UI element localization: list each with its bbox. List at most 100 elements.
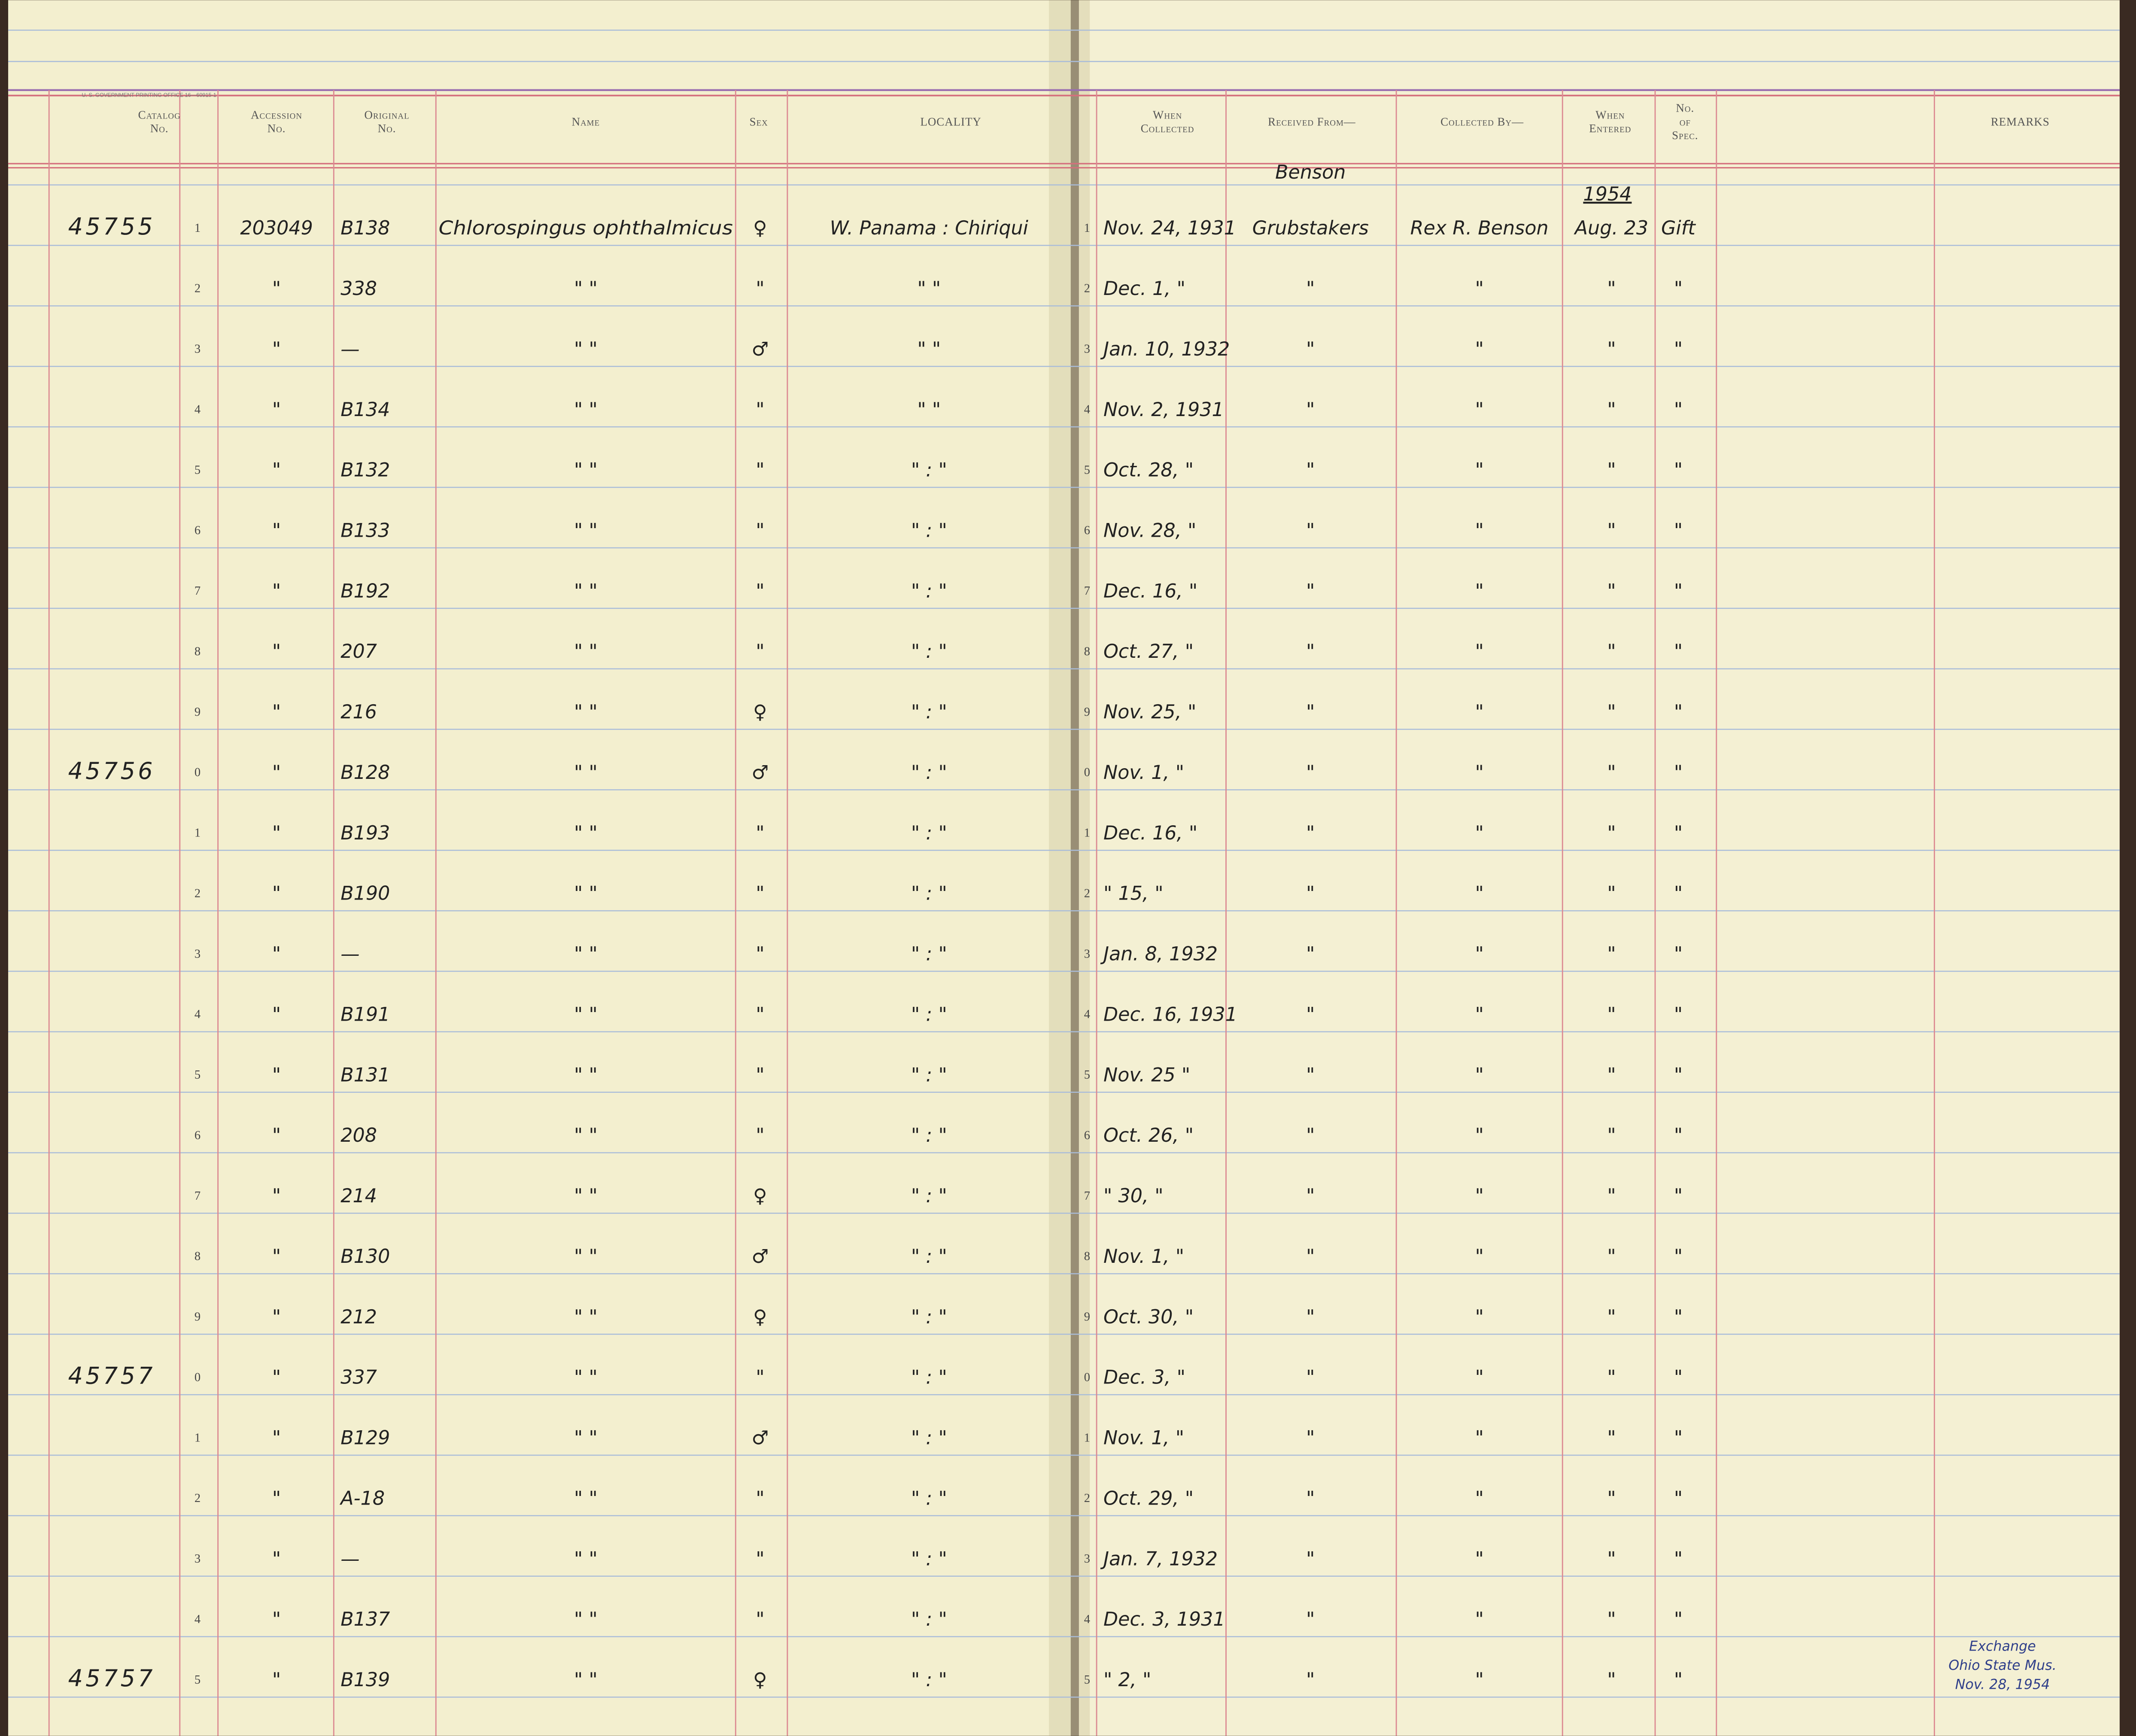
line-right: 9 (1084, 705, 1090, 719)
collected-by: " (1475, 1669, 1483, 1691)
entered: " (1607, 1608, 1616, 1630)
sex: " (756, 459, 764, 481)
gutter-shadow (1049, 0, 1090, 1736)
entered: " (1607, 1669, 1616, 1691)
received-annotation: Benson (1275, 161, 1346, 183)
locality: W. Panama : Chiriqui (830, 217, 1029, 239)
name: " " (574, 1608, 598, 1630)
collected-by: " (1475, 1367, 1483, 1389)
collected-by: " (1475, 641, 1483, 663)
collected-by: " (1475, 1185, 1483, 1207)
left-page (8, 0, 1071, 1736)
catalog: 45757 (68, 1665, 155, 1692)
collected-by: " (1475, 278, 1483, 300)
entered: " (1607, 1487, 1616, 1509)
accession: " (272, 1064, 281, 1086)
line: 0 (194, 766, 201, 779)
right-page (1079, 0, 2120, 1736)
column-header: Collected By— (1440, 115, 1524, 128)
accession: " (272, 278, 281, 300)
column-header: Collected (1141, 122, 1194, 135)
entered: " (1607, 883, 1616, 905)
collected: Nov. 1, " (1103, 762, 1184, 784)
sex: ♀ (753, 1185, 767, 1207)
collected: Oct. 28, " (1103, 459, 1194, 481)
column-header: Sex (750, 115, 768, 128)
line-right: 1 (1084, 1431, 1090, 1444)
collected-by: " (1475, 1548, 1483, 1570)
line-right: 3 (1084, 1552, 1090, 1566)
ruling (8, 29, 2120, 1736)
accession: " (272, 1669, 281, 1691)
locality: " : " (911, 1367, 947, 1389)
received: " (1306, 520, 1315, 542)
entered: " (1607, 459, 1616, 481)
original: — (340, 1548, 359, 1570)
received: " (1306, 1427, 1315, 1449)
locality: " : " (911, 762, 947, 784)
accession: " (272, 701, 281, 723)
name: " " (574, 1548, 598, 1570)
collected: Nov. 28, " (1103, 520, 1196, 542)
original: 207 (340, 641, 377, 663)
line: 1 (194, 1431, 201, 1444)
collected: Jan. 10, 1932 (1100, 338, 1230, 360)
name: " " (574, 762, 598, 784)
entered: " (1607, 1125, 1616, 1146)
line: 4 (194, 1613, 201, 1626)
received: " (1306, 338, 1315, 360)
spec: " (1674, 822, 1683, 844)
name: " " (574, 1487, 598, 1509)
received: Grubstakers (1252, 217, 1369, 239)
sex: " (756, 1125, 764, 1146)
entered: " (1607, 399, 1616, 421)
collected: Oct. 26, " (1103, 1125, 1194, 1146)
received: " (1306, 883, 1315, 905)
locality: " " (917, 399, 941, 421)
locality: " : " (911, 883, 947, 905)
line-right: 5 (1084, 1068, 1090, 1082)
sex: " (756, 1367, 764, 1389)
collected: Jan. 7, 1932 (1100, 1548, 1218, 1570)
accession: " (272, 943, 281, 965)
line: 7 (194, 1189, 201, 1203)
spec: " (1674, 1003, 1683, 1025)
line: 3 (194, 343, 201, 356)
received: " (1306, 1669, 1315, 1691)
received: " (1306, 1367, 1315, 1389)
spec: " (1674, 1246, 1683, 1268)
collected-by: " (1475, 1427, 1483, 1449)
original: B130 (340, 1246, 390, 1268)
accession: " (272, 1608, 281, 1630)
received: " (1306, 641, 1315, 663)
locality: " : " (911, 459, 947, 481)
accession: " (272, 338, 281, 360)
spec: " (1674, 1125, 1683, 1146)
locality: " : " (911, 1548, 947, 1570)
sex: " (756, 278, 764, 300)
received: " (1306, 822, 1315, 844)
collected: Dec. 1, " (1103, 278, 1185, 300)
remark: Ohio State Mus. (1948, 1658, 2057, 1673)
entered: " (1607, 1427, 1616, 1449)
column-header: LOCALITY (920, 115, 981, 128)
line: 2 (194, 887, 201, 900)
original: 212 (340, 1306, 377, 1328)
spec: " (1674, 641, 1683, 663)
accession: " (272, 1003, 281, 1025)
accession: " (272, 399, 281, 421)
original: 208 (340, 1125, 377, 1146)
locality: " " (917, 338, 941, 360)
line-right: 5 (1084, 1673, 1090, 1687)
spec: " (1674, 580, 1683, 602)
line: 5 (194, 1068, 201, 1082)
spec: " (1674, 1367, 1683, 1389)
entered: " (1607, 943, 1616, 965)
sex: " (756, 1608, 764, 1630)
locality: " : " (911, 580, 947, 602)
sex: " (756, 883, 764, 905)
original: B192 (340, 580, 390, 602)
original: B190 (340, 883, 390, 905)
collected: Dec. 16, " (1103, 580, 1197, 602)
name: " " (574, 399, 598, 421)
